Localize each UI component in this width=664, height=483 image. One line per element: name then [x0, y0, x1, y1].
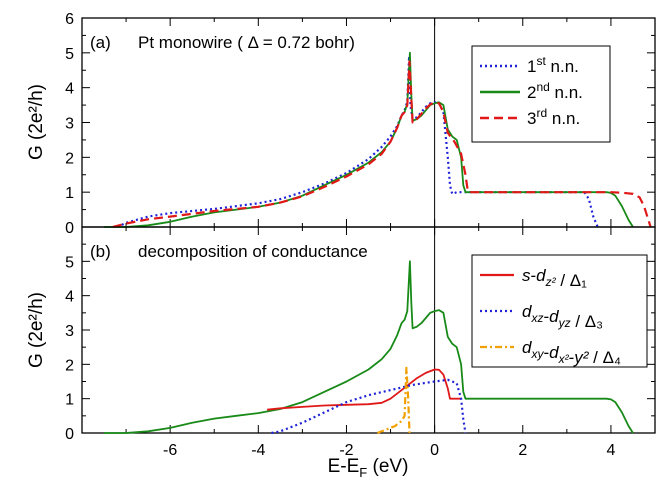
panel-title: decomposition of conductance: [138, 242, 368, 261]
legend-label: s-dz² / Δ₁: [522, 266, 587, 290]
y-tick-label: 5: [65, 254, 74, 271]
y-tick-label: 6: [65, 11, 74, 28]
y-tick-label: 1: [65, 392, 74, 409]
x-tick-label: 2: [518, 442, 527, 459]
legend-box-a: [471, 45, 611, 143]
legend-label: dxz-dyz / Δ₃: [522, 302, 603, 331]
y-axis-title: G (2e²/h): [26, 292, 47, 368]
y-tick-label: 0: [65, 426, 74, 443]
y-tick-label: 5: [65, 46, 74, 63]
y-tick-label: 4: [65, 289, 74, 306]
y-tick-label: 4: [65, 81, 74, 98]
y-tick-label: 2: [65, 150, 74, 167]
x-axis-title: E-EF (eV): [328, 456, 409, 480]
panel-b: 0 1 2 3 4 5 -6 -4 -2 0 2 4 (b) decomposition of condu…: [65, 226, 656, 459]
y-tick-label: 0: [65, 220, 74, 237]
series-line-a-2: [112, 60, 652, 229]
legend-label: 2nd n.n.: [527, 80, 583, 102]
y-tick-label: 3: [65, 116, 74, 133]
y-axis-title: G (2e²/h): [26, 84, 47, 160]
panel-a: 0 1 2 3 4 5 6 (a) Pt monowire ( Δ = 0.72 bohr) 1s…: [65, 11, 656, 237]
x-tick-label: -4: [251, 442, 265, 459]
series-line-b-0: [104, 260, 634, 434]
x-tick-label: -2: [339, 442, 353, 459]
series-line-b-3: [376, 366, 411, 435]
x-tick-label: 0: [430, 442, 439, 459]
panel-title: Pt monowire ( Δ = 0.72 bohr): [138, 33, 355, 52]
series-line-b-2: [271, 378, 467, 435]
legend-label: 3rd n.n.: [527, 106, 580, 128]
y-tick-label: 1: [65, 185, 74, 202]
x-tick-label: -6: [163, 442, 177, 459]
panel-label: (b): [90, 242, 111, 261]
legend-label: dxy-dx²-y² / Δ₄: [522, 338, 621, 367]
y-tick-label: 3: [65, 323, 74, 340]
legend-label: 1st n.n.: [527, 54, 579, 76]
axis-titles: G (2e²/h) G (2e²/h) E-EF (eV): [26, 84, 408, 480]
panel-label: (a): [90, 33, 111, 52]
x-tick-label: 4: [606, 442, 615, 459]
y-tick-label: 2: [65, 357, 74, 374]
